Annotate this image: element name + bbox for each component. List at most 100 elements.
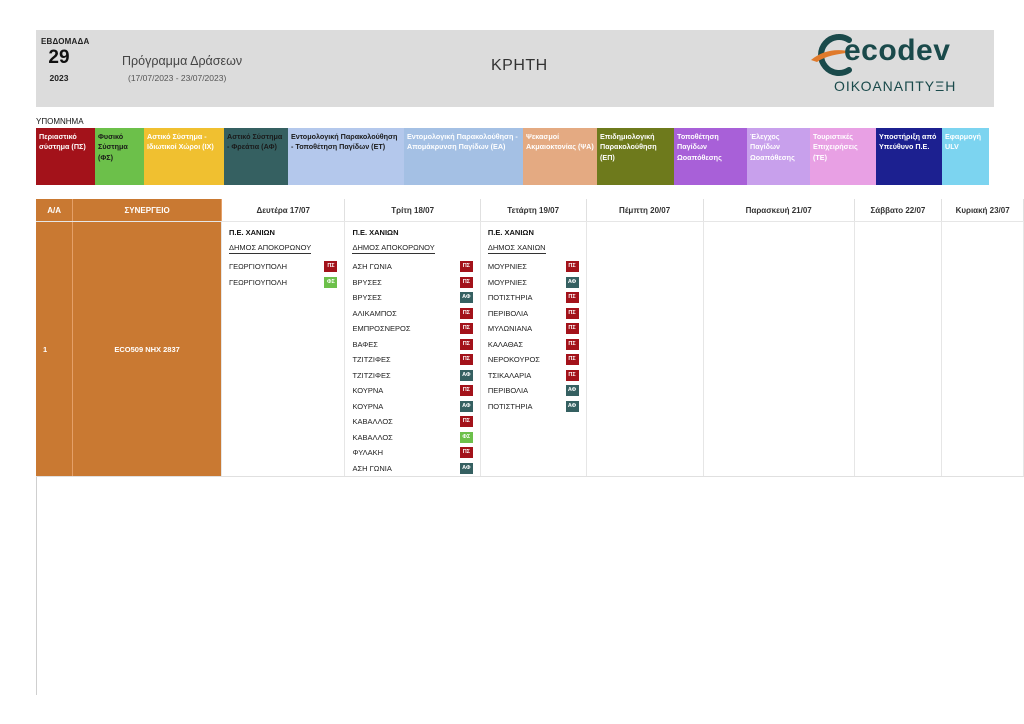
legend-item: Αστικό Σύστημα - Ιδιωτικοί Χώροι (ΙΧ): [144, 128, 224, 185]
col-header-day: Τετάρτη 19/07: [480, 199, 587, 222]
list-item: ΒΡΥΣΕΣ ΑΦ: [352, 290, 473, 306]
place-name: ΤΣΙΚΑΛΑΡΙΑ: [487, 370, 532, 380]
list-item: ΜΥΛΩΝΙΑΝΑ ΠΣ: [488, 321, 579, 337]
list-item: ΕΜΠΡΟΣΝΕΡΟΣ ΠΣ: [352, 321, 473, 337]
regional-unit: Π.Ε. ΧΑΝΙΩΝ: [352, 228, 399, 237]
list-item: ΓΕΩΡΓΙΟΥΠΟΛΗ ΠΣ: [229, 259, 338, 275]
list-item: ΜΟΥΡΝΙΕΣ ΑΦ: [488, 275, 579, 291]
day-block: Π.Ε. ΧΑΝΙΩΝ ΔΗΜΟΣ ΧΑΝΙΩΝ ΜΟΥΡΝΙΕΣ ΠΣ ΜΟΥΡΝΙΕ…: [481, 222, 586, 414]
place-name: ΚΑΒΑΛΛΟΣ: [352, 432, 393, 442]
system-badge: ΠΣ: [459, 447, 473, 459]
list-item: ΦΥΛΑΚΗ ΠΣ: [352, 445, 473, 461]
place-name: ΚΑΒΑΛΛΟΣ: [352, 417, 393, 427]
ecodev-logo-icon: [811, 34, 853, 76]
place-name: ΦΥΛΑΚΗ: [352, 448, 384, 458]
list-item: ΠΕΡΙΒΟΛΙΑ ΑΦ: [488, 383, 579, 399]
system-badge: ΠΣ: [459, 307, 473, 319]
legend-item: Επιδημιολογική Παρακολούθηση (ΕΠ): [597, 128, 674, 185]
program-title: Πρόγραμμα Δράσεων: [122, 54, 243, 68]
system-badge: ΠΣ: [459, 276, 473, 288]
list-item: ΚΑΒΑΛΛΟΣ ΦΣ: [352, 430, 473, 446]
list-item: ΒΑΦΕΣ ΠΣ: [352, 337, 473, 353]
system-badge: ΠΣ: [459, 338, 473, 350]
legend-item: Αστικό Σύστημα - Φρεάτια (ΑΦ): [224, 128, 288, 185]
list-item: ΠΟΤΙΣΤΗΡΙΑ ΠΣ: [488, 290, 579, 306]
system-badge: ΠΣ: [565, 354, 579, 366]
day-cell: Π.Ε. ΧΑΝΙΩΝ ΔΗΜΟΣ ΧΑΝΙΩΝ ΜΟΥΡΝΙΕΣ ΠΣ ΜΟΥΡΝΙΕ…: [480, 221, 587, 477]
place-name: ΓΕΩΡΓΙΟΥΠΟΛΗ: [228, 262, 288, 272]
list-item: ΤΖΙΤΖΙΦΕΣ ΠΣ: [352, 352, 473, 368]
place-name: ΒΡΥΣΕΣ: [352, 277, 382, 287]
place-name: ΠΕΡΙΒΟΛΙΑ: [487, 386, 529, 396]
day-cell: [703, 221, 855, 477]
system-badge: ΠΣ: [565, 307, 579, 319]
system-badge: ΑΦ: [565, 400, 579, 412]
legend-item: Εφαρμογή ULV: [942, 128, 989, 185]
legend-title: ΥΠΟΜΝΗΜΑ: [36, 117, 84, 126]
page-border: [36, 477, 37, 695]
place-name: ΝΕΡΟΚΟΥΡΟΣ: [487, 355, 540, 365]
system-badge: ΦΣ: [324, 276, 338, 288]
program-dates: (17/07/2023 - 23/07/2023): [128, 73, 227, 83]
system-badge: ΠΣ: [459, 416, 473, 428]
place-name: ΚΑΛΑΘΑΣ: [487, 339, 524, 349]
place-name: ΑΛΙΚΑΜΠΟΣ: [352, 308, 397, 318]
logo-text: ecodev: [844, 34, 951, 67]
system-badge: ΠΣ: [565, 338, 579, 350]
day-cell: [854, 221, 943, 477]
list-item: ΑΣΗ ΓΩΝΙΑ ΑΦ: [352, 461, 473, 477]
system-badge: ΑΦ: [459, 400, 473, 412]
row-number: 1: [36, 221, 74, 477]
list-item: ΠΟΤΙΣΤΗΡΙΑ ΑΦ: [488, 399, 579, 415]
legend-item: Τουριστικές Επιχειρήσεις (ΤΕ): [810, 128, 876, 185]
place-name: ΠΟΤΙΣΤΗΡΙΑ: [487, 293, 533, 303]
crew-name: ECO509 ΝΗΧ 2837: [72, 221, 222, 477]
week-label: ΕΒΔΟΜΑΔΑ: [41, 37, 90, 46]
legend-item: Ψεκασμοί Ακμαιοκτονίας (ΨΑ): [523, 128, 597, 185]
list-item: ΑΣΗ ΓΩΝΙΑ ΠΣ: [352, 259, 473, 275]
municipality: ΔΗΜΟΣ ΑΠΟΚΟΡΩΝΟΥ: [352, 243, 435, 254]
page-header: ΕΒΔΟΜΑΔΑ 29 2023 Πρόγραμμα Δράσεων (17/0…: [36, 30, 994, 107]
place-name: ΑΣΗ ΓΩΝΙΑ: [352, 262, 392, 272]
col-header-day: Δευτέρα 17/07: [221, 199, 346, 222]
list-item: ΠΕΡΙΒΟΛΙΑ ΠΣ: [488, 306, 579, 322]
place-name: ΒΡΥΣΕΣ: [352, 293, 382, 303]
table-header-row: Α/Α ΣΥΝΕΡΓΕΙΟ Δευτέρα 17/07 Τρίτη 18/07 Τε…: [36, 199, 1024, 222]
place-name: ΠΟΤΙΣΤΗΡΙΑ: [487, 401, 533, 411]
logo-subtitle: ΟΙΚΟΑΝΑΠΤΥΞΗ: [834, 78, 957, 94]
system-badge: ΠΣ: [324, 261, 338, 273]
legend-item: Εντομολογική Παρακολούθηση - Απομάκρυνση…: [404, 128, 523, 185]
place-name: ΕΜΠΡΟΣΝΕΡΟΣ: [352, 324, 411, 334]
regional-unit: Π.Ε. ΧΑΝΙΩΝ: [487, 228, 534, 237]
legend-item: Περιαστικό σύστημα (ΠΣ): [36, 128, 95, 185]
system-badge: ΠΣ: [565, 292, 579, 304]
place-name: ΒΑΦΕΣ: [352, 339, 378, 349]
system-badge: ΠΣ: [565, 369, 579, 381]
day-cell: Π.Ε. ΧΑΝΙΩΝ ΔΗΜΟΣ ΑΠΟΚΟΡΩΝΟΥ ΓΕΩΡΓΙΟΥΠΟΛΗ Π…: [221, 221, 346, 477]
legend-item: Φυσικό Σύστημα (ΦΣ): [95, 128, 144, 185]
list-item: ΒΡΥΣΕΣ ΠΣ: [352, 275, 473, 291]
legend-item: Τοποθέτηση Παγίδων Ωοαπόθεσης: [674, 128, 747, 185]
system-badge: ΑΦ: [459, 369, 473, 381]
system-badge: ΠΣ: [565, 323, 579, 335]
list-item: ΤΖΙΤΖΙΦΕΣ ΑΦ: [352, 368, 473, 384]
system-badge: ΑΦ: [565, 276, 579, 288]
day-cell: [941, 221, 1024, 477]
list-item: ΝΕΡΟΚΟΥΡΟΣ ΠΣ: [488, 352, 579, 368]
place-name: ΠΕΡΙΒΟΛΙΑ: [487, 308, 529, 318]
place-name: ΑΣΗ ΓΩΝΙΑ: [352, 463, 392, 473]
schedule-table: Α/Α ΣΥΝΕΡΓΕΙΟ Δευτέρα 17/07 Τρίτη 18/07 Τε…: [36, 199, 1024, 477]
table-row: 1 ECO509 ΝΗΧ 2837 Π.Ε. ΧΑΝΙΩΝ ΔΗΜΟΣ ΑΠΟΚΟΡΩ…: [36, 221, 1024, 477]
place-name: ΜΥΛΩΝΙΑΝΑ: [487, 324, 533, 334]
system-badge: ΑΦ: [459, 462, 473, 474]
col-header-day: Παρασκευή 21/07: [703, 199, 855, 222]
place-name: ΤΖΙΤΖΙΦΕΣ: [352, 355, 391, 365]
system-badge: ΦΣ: [459, 431, 473, 443]
day-cell: [586, 221, 704, 477]
day-block: Π.Ε. ΧΑΝΙΩΝ ΔΗΜΟΣ ΑΠΟΚΟΡΩΝΟΥ ΓΕΩΡΓΙΟΥΠΟΛΗ Π…: [222, 222, 345, 290]
municipality: ΔΗΜΟΣ ΑΠΟΚΟΡΩΝΟΥ: [228, 243, 312, 254]
week-year: 2023: [49, 73, 69, 83]
system-badge: ΠΣ: [565, 261, 579, 273]
list-item: ΚΟΥΡΝΑ ΑΦ: [352, 399, 473, 415]
place-name: ΚΟΥΡΝΑ: [352, 401, 384, 411]
